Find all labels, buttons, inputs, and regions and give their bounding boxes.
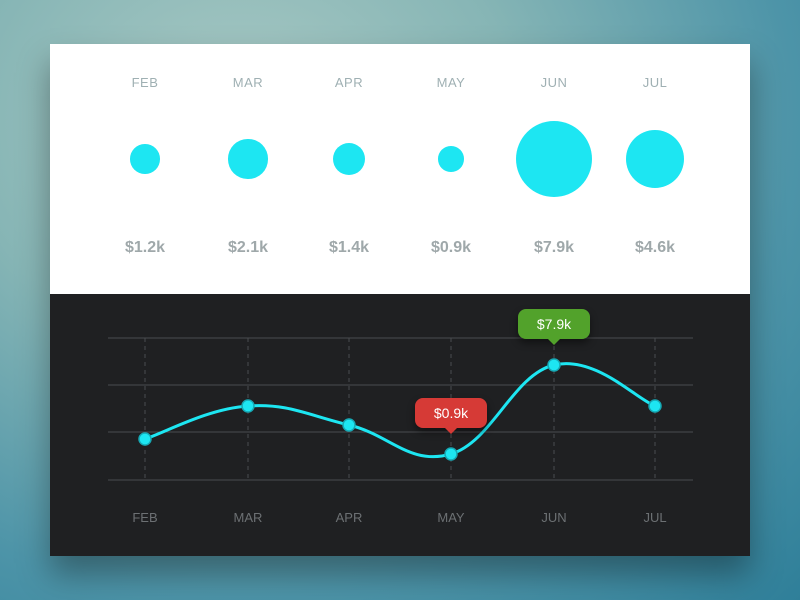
- x-tick-label: MAR: [234, 510, 263, 525]
- bubble-column-jun: JUN $7.9k: [494, 44, 614, 294]
- tooltip-low: $0.9k: [415, 398, 487, 434]
- bubble-value-label: $0.9k: [430, 239, 472, 256]
- series-line: [144, 362, 656, 459]
- bubble-mark[interactable]: [438, 146, 464, 172]
- bubble-mark[interactable]: [228, 139, 268, 179]
- line-chart: FEB MAR APR MAY JUN JUL: [108, 337, 693, 525]
- x-tick-label: JUL: [643, 510, 666, 525]
- bubble-month-label: APR: [334, 75, 364, 90]
- bubble-value-label: $4.6k: [634, 239, 676, 256]
- bubble-mark[interactable]: [516, 121, 592, 197]
- bubble-value-label: $1.4k: [328, 239, 370, 256]
- bubble-mark[interactable]: [130, 144, 160, 174]
- x-tick-label: APR: [336, 510, 363, 525]
- bubble-month-label: MAY: [436, 75, 466, 90]
- bubble-mark[interactable]: [626, 130, 684, 188]
- bubble-mark[interactable]: [333, 143, 365, 175]
- data-point-jun[interactable]: [547, 358, 561, 372]
- data-point-apr[interactable]: [342, 418, 356, 432]
- bubble-month-label: JUN: [540, 75, 568, 90]
- x-tick-label: FEB: [132, 510, 157, 525]
- bubble-column-feb: FEB $1.2k: [85, 44, 205, 294]
- bubble-column-may: MAY $0.9k: [391, 44, 511, 294]
- x-tick-label: JUN: [541, 510, 566, 525]
- tooltip-high: $7.9k: [518, 309, 590, 345]
- bubble-column-jul: JUL $4.6k: [595, 44, 715, 294]
- data-point-may[interactable]: [444, 447, 458, 461]
- bubble-chart-panel: FEB $1.2k MAR $2.1k APR $1.4k MAY $0.9k JUN $7.9k…: [50, 44, 750, 294]
- bubble-value-label: $7.9k: [533, 239, 575, 256]
- data-point-mar[interactable]: [241, 399, 255, 413]
- bubble-column-apr: APR $1.4k: [289, 44, 409, 294]
- bubble-month-label: JUL: [642, 75, 668, 90]
- data-point-jul[interactable]: [648, 399, 662, 413]
- bubble-value-label: $2.1k: [227, 239, 269, 256]
- bubble-column-mar: MAR $2.1k: [188, 44, 308, 294]
- bubble-month-label: MAR: [232, 75, 264, 90]
- revenue-card: FEB $1.2k MAR $2.1k APR $1.4k MAY $0.9k JUN $7.9k…: [50, 44, 750, 556]
- bubble-month-label: FEB: [131, 75, 159, 90]
- line-chart-panel: FEB MAR APR MAY JUN JUL $0.9k $7.9k: [50, 294, 750, 556]
- x-tick-label: MAY: [437, 510, 465, 525]
- bubble-value-label: $1.2k: [124, 239, 166, 256]
- data-point-feb[interactable]: [138, 432, 152, 446]
